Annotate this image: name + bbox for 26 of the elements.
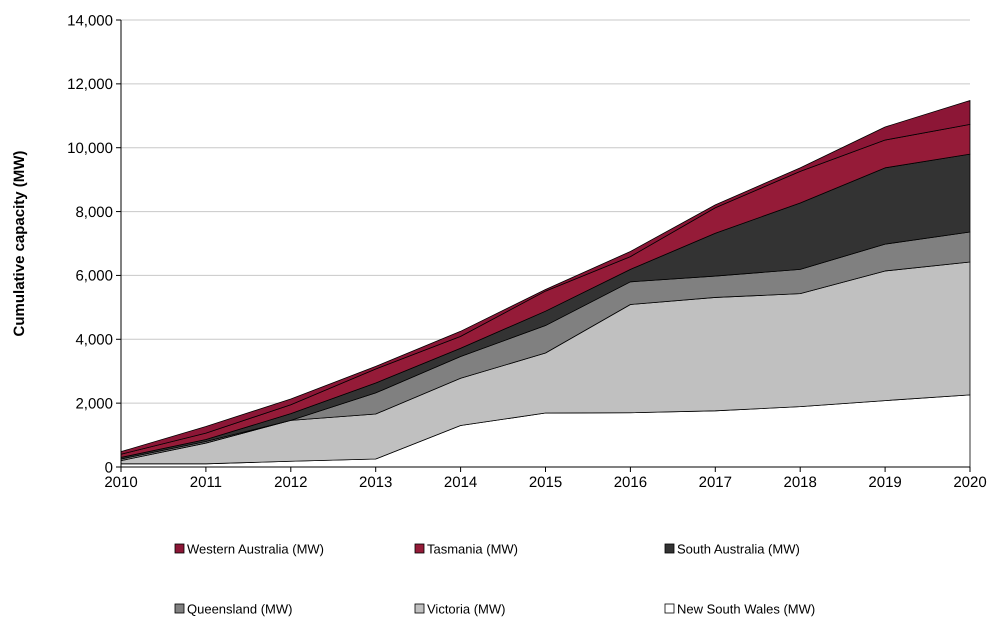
x-tick-label: 2016 [614,474,648,491]
y-axis-title: Cumulative capacity (MW) [11,150,28,336]
y-tick-label: 12,000 [67,76,113,94]
y-tick-label: 14,000 [67,12,113,30]
legend-label: Western Australia (MW) [187,542,324,557]
x-tick-label: 2019 [868,474,902,491]
x-tick-label: 2010 [104,474,138,491]
legend-label: South Australia (MW) [677,542,800,557]
y-tick-label: 2,000 [75,395,113,412]
y-tick-label: 6,000 [75,268,113,285]
x-tick-label: 2017 [698,474,732,491]
x-tick-label: 2013 [359,474,392,491]
y-tick-label: 10,000 [67,140,113,157]
y-tick-label: 8,000 [75,204,113,221]
y-tick-label: 4,000 [75,332,113,349]
legend-label: New South Wales (MW) [677,602,816,617]
legend-label: Queensland (MW) [187,602,292,617]
legend-label: Victoria (MW) [427,602,506,617]
x-tick-label: 2020 [953,474,987,491]
x-tick-label: 2018 [784,474,817,491]
x-tick-label: 2015 [528,474,562,491]
y-tick-label: 0 [104,459,113,476]
x-tick-label: 2014 [444,474,478,491]
legend-label: Tasmania (MW) [427,542,518,557]
x-tick-label: 2011 [190,474,222,491]
x-tick-label: 2012 [274,474,308,491]
